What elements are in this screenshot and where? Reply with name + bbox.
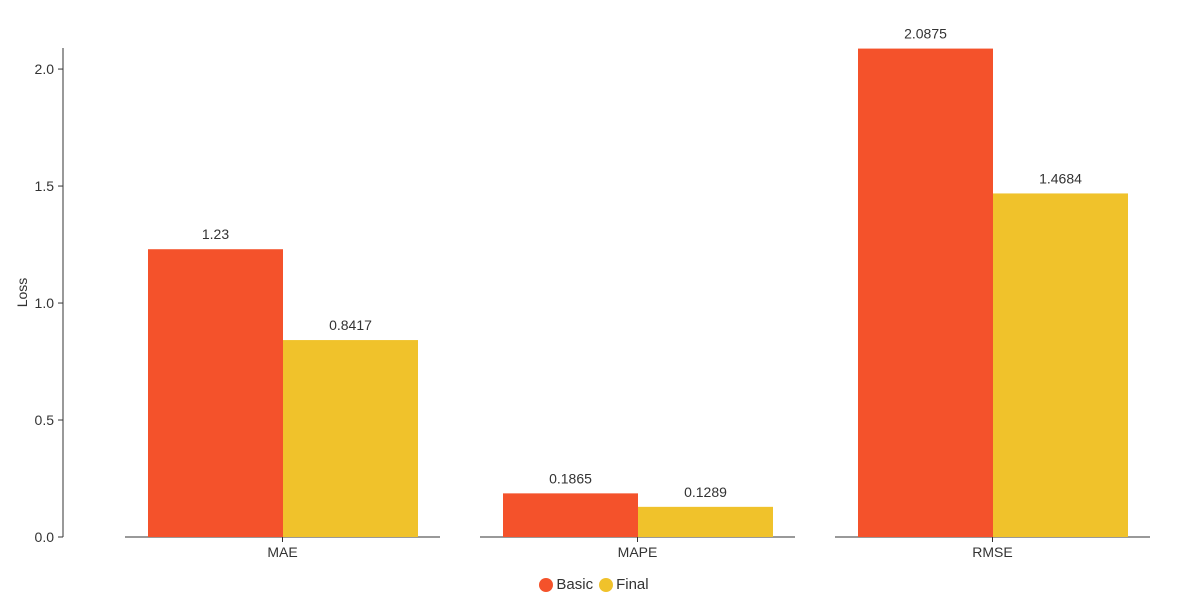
value-labels: 1.23 0.1865 2.0875 0.8417 0.1289 1.4684 [202,26,1082,500]
bar-final-rmse[interactable] [993,193,1128,537]
x-axes: MAE MAPE RMSE [125,536,1150,560]
x-tick-label: RMSE [972,544,1012,560]
y-tick-label: 1.5 [35,178,55,194]
legend-swatch-basic [539,577,554,592]
data-label: 2.0875 [904,26,947,42]
data-label: 0.8417 [329,317,372,333]
y-tick-label: 2.0 [35,61,55,77]
legend-label-final: Final [616,576,649,593]
legend: Basic Final [0,576,1188,593]
y-axis: 0.0 0.5 1.0 1.5 2.0 [35,48,64,545]
data-label: 1.4684 [1039,170,1082,186]
x-tick-label: MAPE [618,544,658,560]
bar-basic-mae[interactable] [148,249,283,537]
data-label: 1.23 [202,226,229,242]
bar-chart: 0.0 0.5 1.0 1.5 2.0 MAE MAPE RMSE 1.23 0.1865 2.… [14,26,1150,560]
y-tick-label: 0.0 [35,529,55,545]
legend-swatch-final [599,577,614,592]
x-tick-label: MAE [267,544,297,560]
data-label: 0.1865 [549,470,592,486]
y-axis-title: Loss [14,278,30,308]
y-tick-label: 1.0 [35,295,55,311]
bar-final-mape[interactable] [638,506,773,537]
legend-label-basic: Basic [556,576,594,593]
legend-item-basic[interactable]: Basic [539,576,593,593]
bar-final-mae[interactable] [283,340,418,537]
y-tick-label: 0.5 [35,412,55,428]
bars [148,48,1128,537]
bar-basic-rmse[interactable] [858,48,993,537]
data-label: 0.1289 [684,484,727,500]
bar-basic-mape[interactable] [503,493,638,537]
legend-item-final[interactable]: Final [599,576,649,593]
